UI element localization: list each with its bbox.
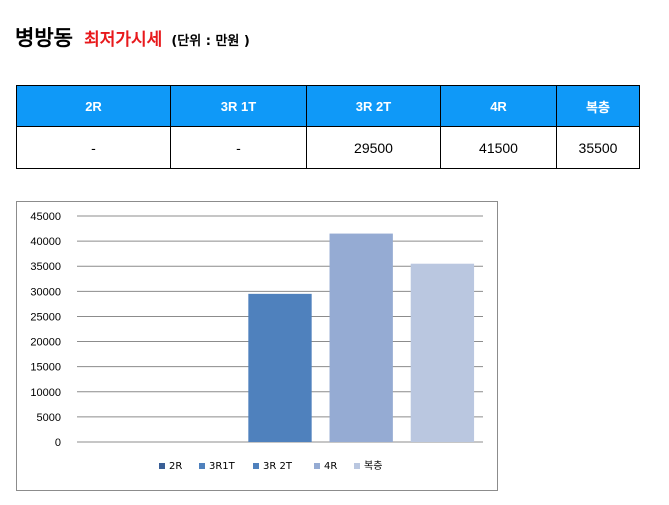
legend-label: 3R 2T bbox=[263, 461, 293, 472]
table-header-cell: 3R 1T bbox=[170, 85, 307, 127]
chart-canvas: 0 5000 10000 15000 20000 25000 30000 35000 40000… bbox=[30, 211, 483, 472]
table-cell: - bbox=[16, 126, 171, 169]
legend-swatch bbox=[159, 463, 165, 469]
bar bbox=[410, 263, 475, 442]
legend-label: 복층 bbox=[364, 460, 382, 472]
y-tick-label: 25000 bbox=[30, 311, 61, 323]
bar-chart: 0 5000 10000 15000 20000 25000 30000 35000 40000… bbox=[16, 201, 498, 491]
title-location: 병방동 bbox=[15, 26, 73, 50]
table-cell: 41500 bbox=[440, 126, 557, 169]
y-tick-label: 20000 bbox=[30, 337, 61, 349]
legend-label: 3R1T bbox=[209, 461, 236, 472]
y-tick-label: 15000 bbox=[30, 362, 61, 374]
y-tick-label: 0 bbox=[55, 437, 61, 449]
table-cell: - bbox=[170, 126, 307, 169]
y-tick-label: 45000 bbox=[30, 211, 61, 223]
y-tick-label: 35000 bbox=[30, 261, 61, 273]
bar bbox=[248, 293, 312, 442]
legend-label: 2R bbox=[169, 461, 182, 472]
table-cell: 35500 bbox=[556, 126, 640, 169]
y-tick-label: 40000 bbox=[30, 236, 61, 248]
y-tick-label: 30000 bbox=[30, 286, 61, 298]
legend-swatch bbox=[354, 463, 360, 469]
legend-swatch bbox=[253, 463, 259, 469]
legend-swatch bbox=[314, 463, 320, 469]
title-subtitle: 최저가시세 bbox=[84, 30, 163, 50]
legend-label: 4R bbox=[324, 461, 337, 472]
price-table: 2R 3R 1T 3R 2T 4R 복층 - - 29500 41500 355… bbox=[16, 85, 640, 169]
table-header-cell: 2R bbox=[16, 85, 171, 127]
legend-swatch bbox=[199, 463, 205, 469]
table-cell: 29500 bbox=[306, 126, 441, 169]
table-row: - - 29500 41500 35500 bbox=[16, 126, 640, 169]
bar bbox=[329, 233, 393, 442]
title-unit: (단위 : 만원 ) bbox=[171, 34, 250, 49]
y-tick-label: 5000 bbox=[37, 412, 61, 424]
table-header-cell: 복층 bbox=[556, 85, 640, 127]
y-tick-label: 10000 bbox=[30, 387, 61, 399]
table-header-cell: 3R 2T bbox=[306, 85, 441, 127]
table-header-row: 2R 3R 1T 3R 2T 4R 복층 bbox=[16, 85, 640, 127]
page-title: 병방동 최저가시세 (단위 : 만원 ) bbox=[15, 22, 250, 52]
table-header-cell: 4R bbox=[440, 85, 557, 127]
